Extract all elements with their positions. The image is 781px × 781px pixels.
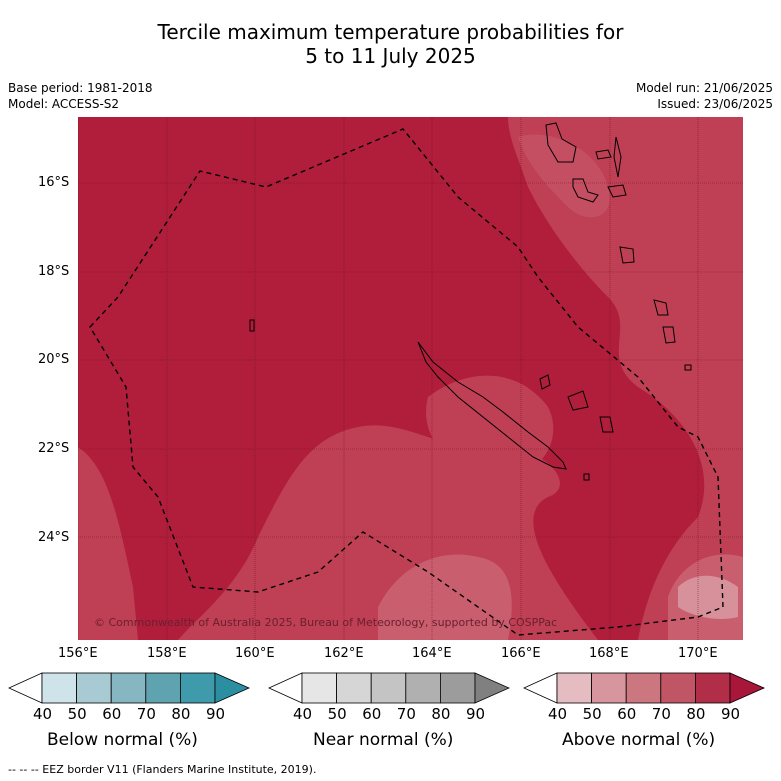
colorbar-tick-label: 80 bbox=[686, 705, 706, 723]
colorbar-segment bbox=[660, 672, 696, 704]
colorbar-tick-label: 60 bbox=[617, 705, 637, 723]
colorbar-below-normal bbox=[8, 672, 250, 704]
colorbar-segment bbox=[405, 672, 441, 704]
vanuatu-7 bbox=[653, 299, 669, 316]
graticule bbox=[78, 117, 743, 640]
zone-above-80-central bbox=[426, 375, 554, 479]
colorbar-tick-label: 50 bbox=[327, 705, 347, 723]
vanuatu-5 bbox=[607, 184, 627, 198]
meta-right: Model run: 21/06/2025 Issued: 23/06/2025 bbox=[636, 80, 773, 112]
colorbar-tick-label: 40 bbox=[293, 705, 313, 723]
lat-label-22s: 22°S bbox=[38, 441, 70, 456]
colorbar-max-extend bbox=[214, 672, 250, 704]
zone-above-60-south bbox=[678, 575, 738, 619]
coastlines bbox=[249, 122, 692, 481]
copyright-text: © Commonwealth of Australia 2025, Bureau… bbox=[94, 616, 557, 629]
colorbar-tick-label: 90 bbox=[721, 705, 741, 723]
colorbar-segment bbox=[76, 672, 112, 704]
islet-2 bbox=[583, 473, 590, 481]
colorbar-segment bbox=[301, 672, 337, 704]
colorbar-below-label: Below normal (%) bbox=[47, 730, 198, 750]
colorbar-above-normal bbox=[523, 672, 765, 704]
colorbar-segment bbox=[439, 672, 476, 704]
map-title: Tercile maximum temperature probabilitie… bbox=[0, 20, 781, 68]
model-run: Model run: 21/06/2025 bbox=[635, 81, 773, 95]
loyalty-isle-3 bbox=[599, 416, 614, 433]
colorbar-tick-label: 50 bbox=[582, 705, 602, 723]
lon-label-168e: 168°E bbox=[589, 646, 629, 661]
base-period: Base period: 1981-2018 bbox=[8, 81, 153, 95]
colorbar-min-extend bbox=[8, 672, 43, 704]
colorbar-tick-label: 60 bbox=[102, 705, 122, 723]
lon-label-166e: 166°E bbox=[501, 646, 541, 661]
colorbar-segment bbox=[41, 672, 77, 704]
colorbar-tick-label: 90 bbox=[206, 705, 226, 723]
colorbar-min-extend bbox=[523, 672, 558, 704]
colorbar-tick-label: 70 bbox=[136, 705, 156, 723]
colorbar-max-extend bbox=[729, 672, 765, 704]
title-line-2: 5 to 11 July 2025 bbox=[305, 44, 476, 68]
title-line-1: Tercile maximum temperature probabilitie… bbox=[157, 20, 624, 44]
colorbar-segment bbox=[694, 672, 731, 704]
colorbar-tick-label: 70 bbox=[651, 705, 671, 723]
lat-label-24s: 24°S bbox=[38, 530, 70, 545]
lon-label-156e: 156°E bbox=[58, 646, 98, 661]
lat-label-18s: 18°S bbox=[38, 264, 70, 279]
colorbar-segment bbox=[625, 672, 662, 704]
islet-3 bbox=[684, 364, 692, 371]
colorbar-near-normal bbox=[268, 672, 510, 704]
probability-map: © Commonwealth of Australia 2025, Bureau… bbox=[78, 117, 743, 640]
colorbar-tick-label: 40 bbox=[548, 705, 568, 723]
lon-label-162e: 162°E bbox=[324, 646, 364, 661]
zone-above-70-south bbox=[378, 554, 512, 640]
colorbar-segment bbox=[145, 672, 181, 704]
issued-date: Issued: 23/06/2025 bbox=[657, 97, 773, 111]
lon-label-164e: 164°E bbox=[412, 646, 452, 661]
vanuatu-2 bbox=[595, 149, 612, 160]
zone-above-70-north bbox=[518, 134, 610, 218]
colorbar-segment bbox=[556, 672, 592, 704]
islet-1 bbox=[249, 319, 255, 332]
colorbar-max-extend bbox=[474, 672, 510, 704]
vanuatu-1 bbox=[545, 122, 577, 163]
colorbar-tick-label: 80 bbox=[431, 705, 451, 723]
vanuatu-8 bbox=[662, 326, 676, 344]
colorbar-segment bbox=[370, 672, 407, 704]
vanuatu-6 bbox=[619, 246, 635, 264]
colorbar-tick-label: 60 bbox=[362, 705, 382, 723]
colorbar-tick-label: 90 bbox=[466, 705, 486, 723]
colorbar-segment bbox=[591, 672, 627, 704]
colorbar-tick-label: 80 bbox=[171, 705, 191, 723]
colorbar-segment bbox=[110, 672, 147, 704]
vanuatu-4 bbox=[572, 178, 599, 203]
zone-above-80-east bbox=[508, 117, 743, 640]
colorbar-min-extend bbox=[268, 672, 303, 704]
vanuatu-3 bbox=[613, 136, 622, 178]
lat-label-16s: 16°S bbox=[38, 175, 70, 190]
colorbar-segment bbox=[179, 672, 216, 704]
eez-legend-footer: -- -- -- EEZ border V11 (Flanders Marine… bbox=[8, 763, 317, 776]
loyalty-isle-2 bbox=[567, 390, 589, 411]
lon-label-170e: 170°E bbox=[678, 646, 718, 661]
colorbar-segment bbox=[336, 672, 372, 704]
colorbar-tick-label: 70 bbox=[396, 705, 416, 723]
loyalty-isle-1 bbox=[539, 374, 551, 390]
colorbar-tick-label: 50 bbox=[67, 705, 87, 723]
colorbar-above-label: Above normal (%) bbox=[562, 730, 716, 750]
model-name: Model: ACCESS-S2 bbox=[8, 97, 120, 111]
lat-label-20s: 20°S bbox=[38, 352, 70, 367]
colorbar-near-label: Near normal (%) bbox=[313, 730, 454, 750]
lon-label-160e: 160°E bbox=[235, 646, 275, 661]
colorbar-tick-label: 40 bbox=[33, 705, 53, 723]
lon-label-158e: 158°E bbox=[147, 646, 187, 661]
meta-left: Base period: 1981-2018 Model: ACCESS-S2 bbox=[8, 80, 153, 112]
new-caledonia bbox=[417, 341, 567, 470]
